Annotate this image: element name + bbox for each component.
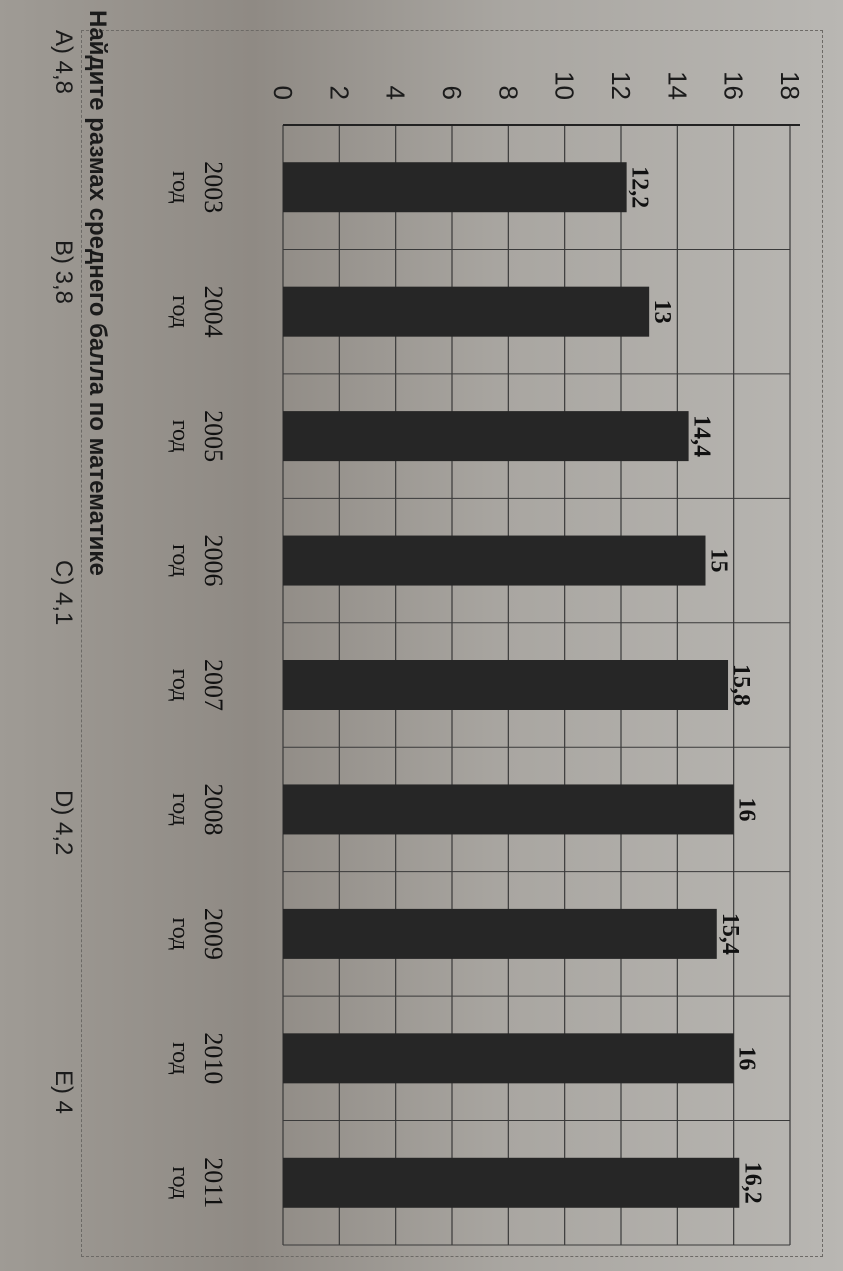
x-tick-label: 2008 (199, 783, 228, 835)
data-label: 16 (734, 1046, 760, 1070)
data-label: 15 (706, 549, 732, 573)
x-tick-suffix: год (167, 669, 193, 702)
x-tick-label: 2009 (199, 908, 228, 960)
option-c[interactable]: C) 4,1 (50, 560, 77, 626)
bar-2008 (283, 784, 734, 835)
y-tick-label: 0 (268, 86, 298, 100)
x-tick-label: 2006 (199, 535, 228, 587)
x-tick-label: 2004 (199, 286, 228, 338)
option-a[interactable]: A) 4,8 (50, 30, 77, 95)
data-label: 15,4 (717, 913, 743, 955)
x-tick-suffix: год (167, 793, 193, 826)
x-tick-label: 2007 (199, 659, 228, 711)
data-label: 16,2 (739, 1162, 765, 1204)
y-tick-label: 12 (606, 71, 636, 100)
bar-2007 (283, 660, 729, 710)
data-label: 16 (734, 797, 760, 821)
y-tick-label: 2 (324, 86, 354, 100)
option-d[interactable]: D) 4,2 (50, 790, 77, 856)
x-tick-suffix: год (167, 544, 193, 577)
data-label: 12,2 (627, 166, 653, 208)
data-label: 15,8 (728, 664, 754, 706)
y-tick-label: 4 (381, 86, 411, 100)
x-tick-label: 2003 (199, 161, 228, 213)
x-tick-suffix: год (167, 918, 193, 951)
x-tick-label: 2010 (199, 1032, 228, 1084)
bar-2010 (283, 1033, 734, 1084)
option-b[interactable]: B) 3,8 (50, 240, 77, 305)
x-tick-suffix: год (167, 295, 193, 328)
y-tick-label: 6 (437, 86, 467, 100)
bar-2005 (283, 411, 689, 462)
bar-2011 (283, 1157, 740, 1208)
y-tick-label: 10 (550, 71, 580, 100)
x-tick-suffix: год (167, 1166, 193, 1199)
bar-2003 (283, 162, 627, 213)
x-tick-suffix: год (167, 1042, 193, 1075)
bar-2009 (283, 908, 717, 959)
y-tick-label: 18 (775, 71, 805, 100)
x-tick-suffix: год (167, 420, 193, 453)
x-tick-suffix: год (167, 171, 193, 204)
data-label: 13 (649, 300, 675, 324)
data-label: 14,4 (689, 415, 715, 457)
bar-2004 (283, 286, 650, 337)
x-tick-label: 2011 (199, 1157, 228, 1208)
x-tick-label: 2005 (199, 410, 228, 462)
y-tick-label: 16 (719, 71, 749, 100)
question-text: Найдите размах среднего балла по математ… (84, 10, 111, 576)
option-e[interactable]: E) 4 (50, 1070, 77, 1115)
bar-2006 (283, 535, 706, 586)
y-tick-label: 8 (493, 86, 523, 100)
y-tick-label: 14 (662, 71, 692, 100)
